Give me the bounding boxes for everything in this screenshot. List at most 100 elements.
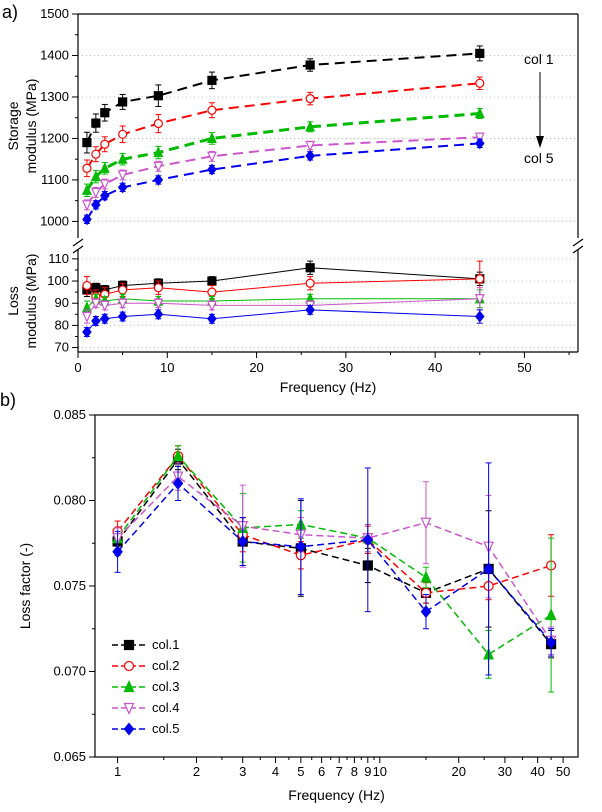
triangle-down-marker — [90, 187, 101, 199]
series-col-3 — [82, 107, 485, 198]
triangle-down-marker — [420, 517, 432, 530]
triangle-down-marker — [99, 179, 110, 191]
diamond-marker — [112, 545, 123, 559]
svg-text:1300: 1300 — [40, 89, 69, 104]
diamond-marker — [305, 303, 315, 316]
triangle-up-marker — [305, 120, 316, 132]
triangle-down-marker — [207, 151, 217, 163]
series-col-4 — [82, 287, 485, 324]
svg-text:0.085: 0.085 — [53, 407, 86, 422]
svg-text:Loss factor (-): Loss factor (-) — [17, 543, 33, 629]
diamond-marker — [362, 533, 374, 547]
svg-text:3: 3 — [239, 764, 246, 779]
triangle-up-marker — [117, 152, 128, 164]
triangle-down-marker — [123, 702, 135, 715]
triangle-up-marker — [153, 146, 164, 158]
diamond-marker — [207, 312, 217, 325]
diamond-marker — [91, 314, 101, 327]
svg-text:4: 4 — [272, 764, 279, 779]
svg-text:col.1: col.1 — [152, 637, 179, 652]
panel-b-label: b) — [0, 390, 17, 410]
diamond-marker — [153, 173, 164, 186]
svg-text:20: 20 — [249, 360, 263, 375]
svg-text:40: 40 — [428, 360, 442, 375]
svg-text:20: 20 — [452, 764, 466, 779]
svg-text:Loss: Loss — [5, 286, 21, 316]
triangle-down-marker — [82, 311, 92, 323]
diamond-marker — [117, 310, 128, 323]
series-col-4 — [82, 132, 485, 212]
triangle-down-marker — [117, 298, 128, 310]
svg-text:0: 0 — [74, 360, 81, 375]
square-marker — [207, 276, 217, 286]
svg-text:col.3: col.3 — [152, 679, 179, 694]
circle-marker — [91, 149, 101, 159]
diamond-marker — [475, 310, 485, 323]
square-marker — [118, 97, 128, 107]
series-order-annotation: col 1 col 5 — [524, 51, 554, 166]
circle-marker — [305, 278, 315, 288]
panel-a-label: a) — [2, 2, 19, 22]
series-col-4 — [112, 462, 557, 655]
circle-marker — [82, 280, 92, 291]
series-col-2 — [82, 260, 485, 304]
legend-item-col-4: col.4 — [112, 700, 179, 715]
triangle-down-marker — [207, 300, 217, 312]
svg-text:100: 100 — [47, 273, 69, 288]
svg-text:10: 10 — [160, 360, 174, 375]
diamond-marker — [545, 635, 557, 649]
panel-b-chart: 0.065 0.070 0.075 0.080 0.085 1 2 3 4 5 6 7 8 9 10 20 30… — [17, 407, 579, 803]
svg-text:modulus (MPa): modulus (MPa) — [23, 254, 39, 349]
diamond-marker — [483, 562, 494, 576]
svg-text:col.2: col.2 — [152, 658, 179, 673]
diamond-marker — [100, 189, 110, 202]
square-marker — [123, 639, 135, 651]
diamond-marker — [420, 605, 432, 619]
square-marker — [475, 48, 485, 59]
triangle-up-marker — [123, 680, 135, 693]
diamond-marker — [82, 326, 92, 339]
circle-marker — [100, 139, 110, 149]
triangle-up-marker — [420, 570, 432, 583]
triangle-down-marker — [474, 294, 485, 306]
svg-text:col.4: col.4 — [152, 700, 179, 715]
triangle-down-marker — [99, 300, 110, 312]
circle-marker — [207, 105, 217, 115]
circle-marker — [153, 118, 163, 129]
triangle-down-marker — [153, 298, 164, 310]
svg-text:30: 30 — [498, 764, 512, 779]
circle-marker — [123, 660, 135, 672]
svg-text:1200: 1200 — [40, 130, 69, 145]
square-marker — [100, 108, 110, 118]
svg-text:0.070: 0.070 — [53, 664, 86, 679]
diamond-marker — [123, 722, 135, 736]
series-col-5 — [82, 137, 485, 226]
series-col-3 — [82, 289, 485, 315]
triangle-down-marker — [153, 161, 164, 173]
series-col-1 — [82, 45, 485, 154]
square-marker — [207, 75, 217, 85]
triangle-down-marker — [117, 170, 128, 182]
diamond-marker — [153, 308, 164, 321]
svg-text:1500: 1500 — [40, 6, 69, 21]
circle-marker — [475, 274, 485, 284]
svg-text:110: 110 — [48, 251, 69, 266]
triangle-up-marker — [90, 170, 101, 182]
svg-text:40: 40 — [530, 764, 544, 779]
svg-text:6: 6 — [318, 764, 325, 779]
series-col-5 — [112, 462, 557, 676]
legend-item-col-5: col.5 — [112, 721, 179, 736]
triangle-up-marker — [172, 449, 184, 462]
svg-text:0.075: 0.075 — [53, 578, 86, 593]
circle-marker — [305, 94, 315, 104]
diamond-marker — [475, 137, 485, 150]
diamond-marker — [172, 476, 184, 490]
diamond-marker — [100, 312, 110, 325]
circle-marker — [82, 163, 92, 173]
triangle-down-marker — [90, 298, 101, 310]
circle-marker — [475, 78, 485, 88]
square-marker — [305, 263, 315, 273]
svg-text:50: 50 — [517, 360, 531, 375]
triangle-down-marker — [305, 140, 316, 152]
